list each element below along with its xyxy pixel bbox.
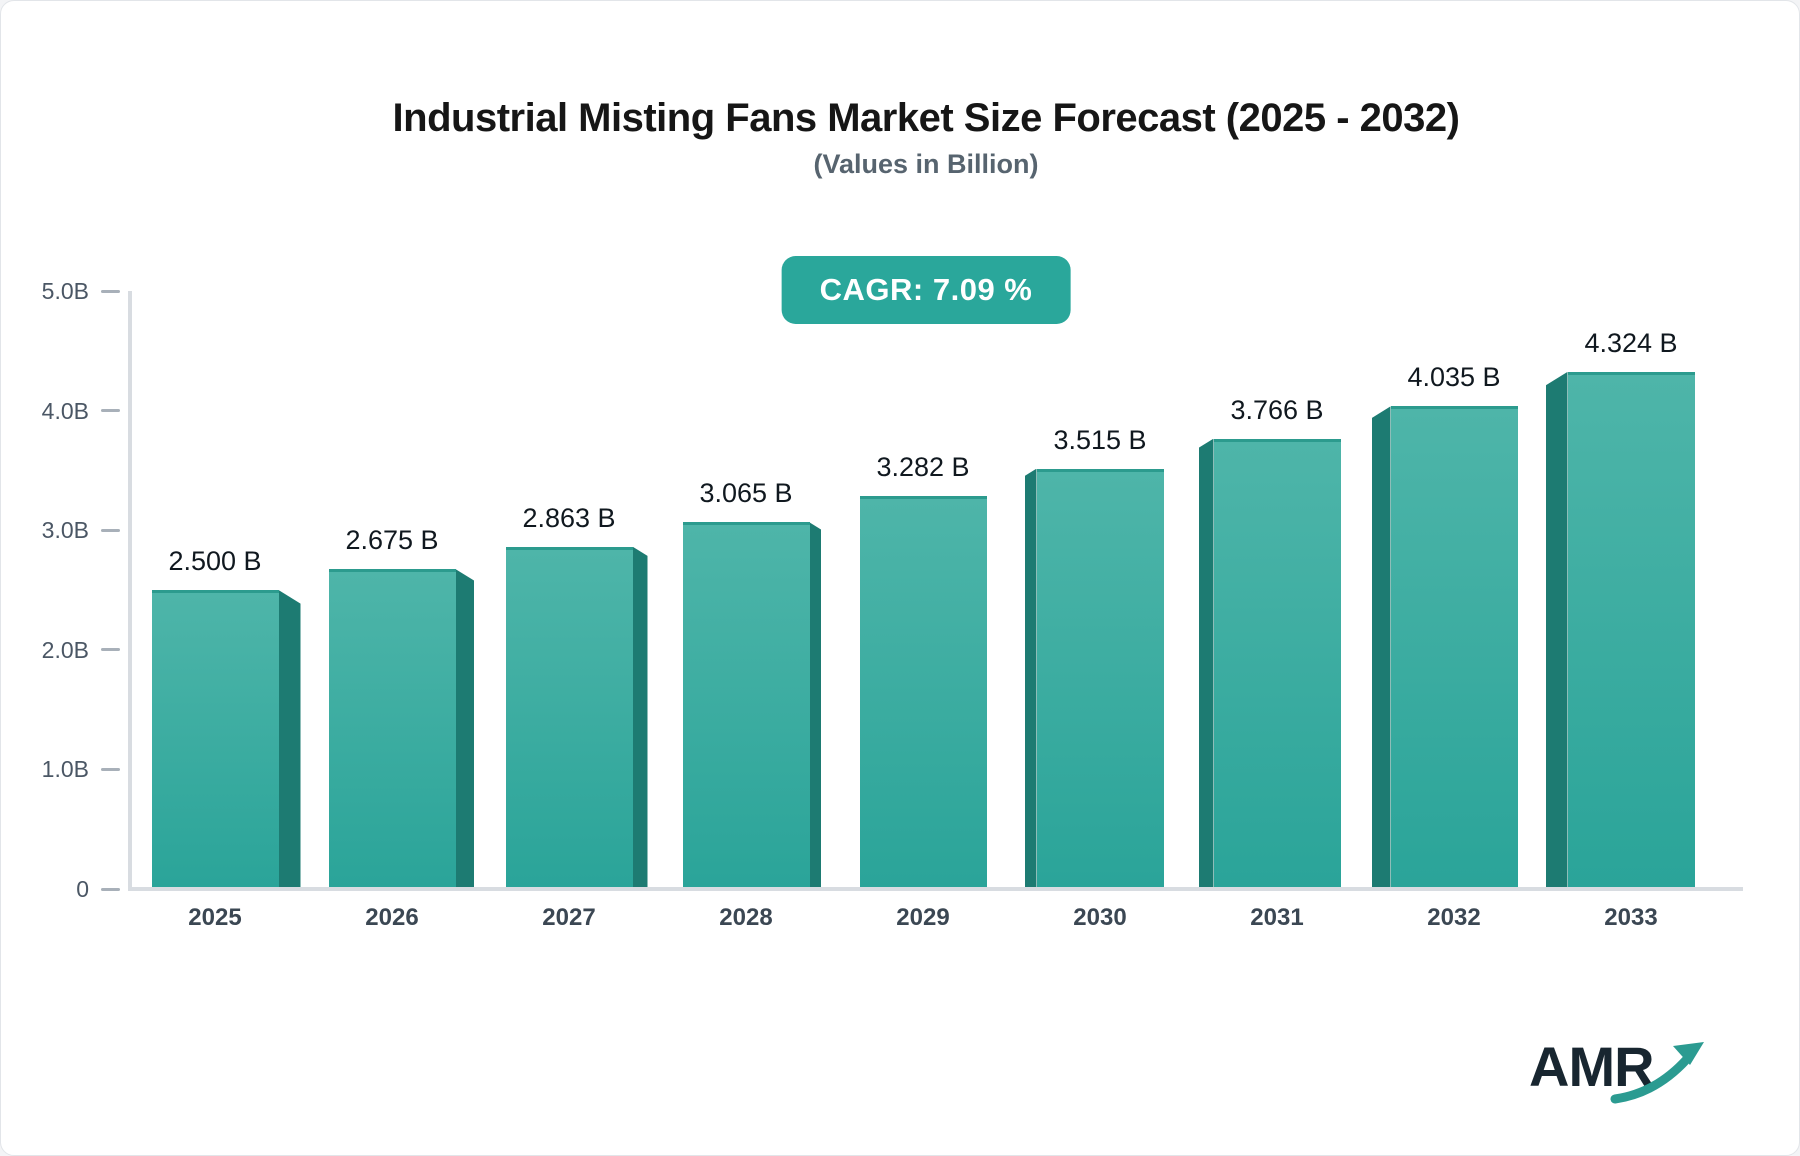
cagr-badge: CAGR: 7.09 %: [781, 256, 1071, 324]
y-axis-label: 2.0B: [41, 636, 89, 663]
y-axis-tick: [101, 409, 120, 413]
x-axis-label: 2025: [188, 904, 242, 931]
y-axis-tick: [101, 887, 120, 891]
chart-subtitle: (Values in Billion): [813, 149, 1039, 179]
bar-value-label: 3.282 B: [876, 452, 970, 483]
bar-value-label: 4.324 B: [1584, 327, 1678, 358]
x-axis-label: 2027: [542, 904, 596, 931]
bar-value-label: 2.863 B: [522, 502, 616, 533]
y-axis-tick: [101, 767, 120, 771]
bar: [1213, 438, 1341, 889]
y-axis-line: [128, 291, 132, 891]
y-axis-tick: [101, 648, 120, 652]
bar-value-label: 3.515 B: [1053, 424, 1147, 455]
brand-logo-text: AMR: [1529, 1035, 1655, 1098]
logo-arrow-icon: [1610, 1042, 1704, 1104]
bar-3d-side: [278, 590, 301, 889]
x-axis-label: 2031: [1250, 904, 1304, 931]
y-axis-label: 0: [76, 876, 89, 902]
bar-3d-side: [1025, 468, 1037, 889]
x-axis-label: 2029: [896, 904, 950, 931]
x-axis-line: [128, 887, 1743, 891]
bar-3d-side: [1198, 438, 1214, 889]
bar-value-label: 3.766 B: [1230, 394, 1324, 425]
bar: [1390, 406, 1518, 889]
bar-value-label: 4.035 B: [1407, 362, 1501, 393]
bar: [328, 569, 456, 889]
bar: [505, 546, 633, 889]
bar: [859, 496, 987, 889]
bar: [1036, 468, 1164, 889]
bar: [1567, 371, 1695, 889]
x-axis-label: 2030: [1073, 904, 1127, 931]
bar-value-label: 3.065 B: [699, 478, 793, 509]
brand-logo: AMR: [1529, 1037, 1729, 1117]
bar-3d-side: [1372, 406, 1391, 889]
y-axis-label: 5.0B: [41, 278, 89, 304]
chart-title: Industrial Misting Fans Market Size Fore…: [392, 96, 1460, 140]
y-axis-label: 3.0B: [41, 517, 89, 544]
x-axis-label: 2033: [1604, 904, 1658, 931]
bar: [682, 522, 810, 889]
y-axis-label: 4.0B: [41, 397, 89, 424]
x-axis-label: 2026: [365, 904, 419, 931]
bar-3d-side: [809, 522, 821, 889]
y-axis-tick: [101, 289, 120, 293]
bar-value-label: 2.500 B: [168, 546, 262, 576]
bar-3d-side: [632, 546, 648, 889]
y-axis-tick: [101, 528, 120, 532]
bar-3d-side: [455, 569, 474, 889]
bar: [151, 590, 279, 889]
bar-value-label: 2.675 B: [345, 525, 439, 556]
x-axis-label: 2028: [719, 904, 773, 931]
bar-3d-side: [1545, 371, 1568, 889]
x-axis-label: 2032: [1427, 904, 1481, 931]
y-axis-label: 1.0B: [41, 756, 89, 783]
